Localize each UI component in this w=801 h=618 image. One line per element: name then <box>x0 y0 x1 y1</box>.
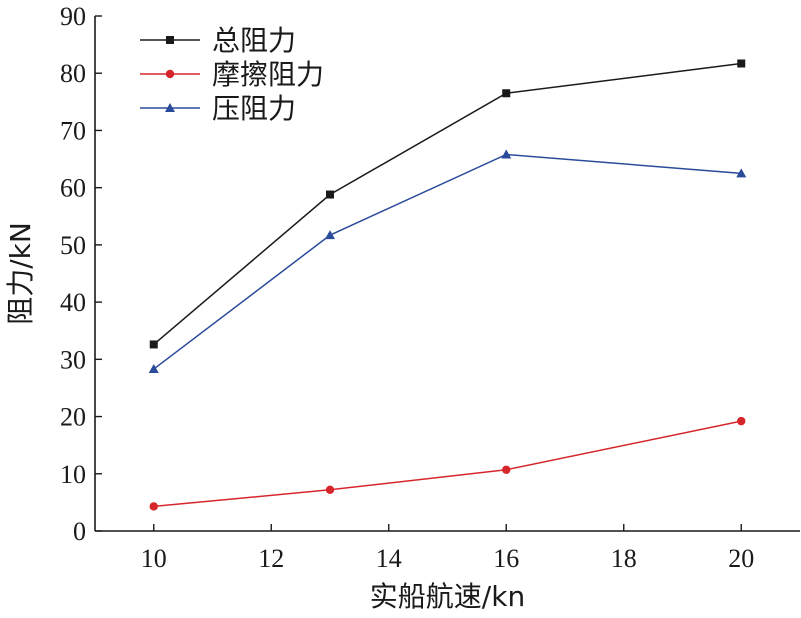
legend-item-3: 压阻力 <box>140 92 296 125</box>
data-point-triangle <box>148 364 159 374</box>
data-point-circle <box>325 485 335 494</box>
data-point-triangle <box>165 103 175 112</box>
series-layer <box>148 59 747 511</box>
series-line <box>153 420 742 508</box>
data-point-square <box>326 190 334 199</box>
x-tick-label: 20 <box>728 544 754 573</box>
data-point-circle <box>737 416 746 426</box>
data-point-square <box>502 89 511 98</box>
x-tick-label: 18 <box>611 544 637 573</box>
y-tick-label: 80 <box>60 59 86 88</box>
data-point-triangle <box>325 230 335 240</box>
legend-item-1: 总阻力 <box>140 24 296 57</box>
x-tick-label: 16 <box>493 544 519 573</box>
series-line <box>153 62 742 346</box>
legend-label: 摩擦阻力 <box>212 58 324 91</box>
series-1 <box>149 59 746 349</box>
series-2 <box>149 416 746 511</box>
x-tick-label: 10 <box>141 544 167 573</box>
y-tick-label: 40 <box>60 288 86 317</box>
y-tick-label: 50 <box>60 231 86 260</box>
y-axis-title: 阻力/kN <box>4 222 37 325</box>
series-line <box>153 153 742 370</box>
legend-label: 总阻力 <box>212 24 296 57</box>
data-point-square <box>166 36 174 44</box>
data-point-square <box>149 340 158 349</box>
y-tick-label: 70 <box>60 116 86 145</box>
data-point-triangle <box>501 149 512 159</box>
x-axis-title: 实船航速/kn <box>370 580 525 613</box>
y-tick-label: 30 <box>60 345 86 374</box>
y-tick-label: 90 <box>60 2 86 31</box>
data-point-square <box>737 59 746 68</box>
x-tick-label: 12 <box>258 544 284 573</box>
y-tick-label: 20 <box>60 403 86 432</box>
legend-label: 压阻力 <box>212 92 296 125</box>
series-3 <box>148 149 747 374</box>
legend-item-2: 摩擦阻力 <box>140 58 324 91</box>
data-point-circle <box>149 502 158 511</box>
axes: 10 12 14 16 18 20 0 10 20 30 40 50 60 70 80 90 <box>60 2 800 573</box>
data-point-circle <box>165 69 175 79</box>
x-tick-label: 14 <box>376 544 402 573</box>
data-point-triangle <box>736 168 747 178</box>
data-point-circle <box>502 465 511 474</box>
y-tick-label: 60 <box>60 174 86 203</box>
y-tick-label: 0 <box>73 517 86 546</box>
y-tick-label: 10 <box>60 460 86 489</box>
